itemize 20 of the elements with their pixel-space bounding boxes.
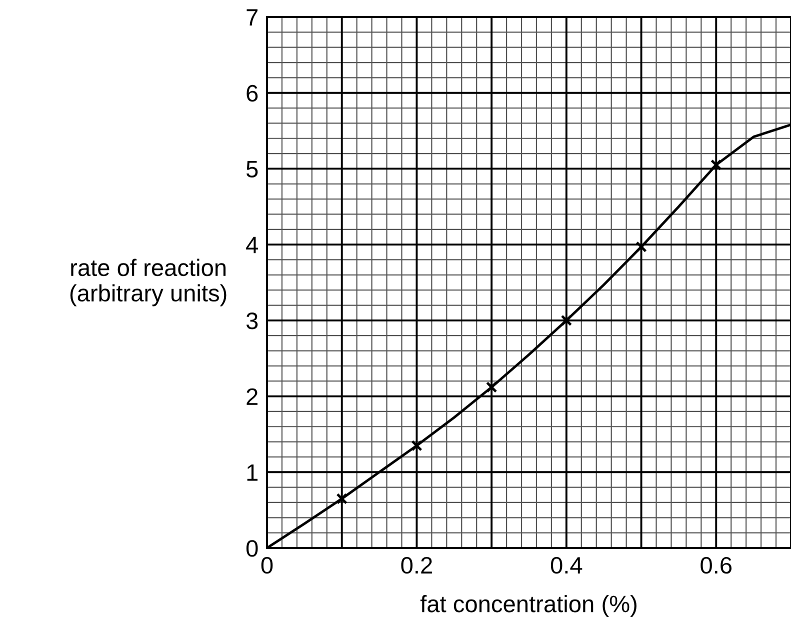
y-axis-title: rate of reaction (arbitrary units): [70, 258, 226, 306]
y-tick-label: 7: [246, 9, 258, 26]
x-tick-label: 0: [261, 556, 273, 574]
y-tick-label: 4: [246, 236, 258, 254]
y-tick-label: 1: [247, 464, 258, 481]
y-tick-label: 5: [246, 161, 258, 178]
point: [411, 440, 422, 452]
x-tick-label: 0.4: [550, 556, 582, 574]
x-axis-title: fat concentration (%): [420, 595, 636, 618]
x-tick-label: 0.2: [401, 556, 432, 574]
x-tick-label: 0.6: [700, 556, 732, 574]
point: [560, 314, 572, 326]
point: [336, 493, 348, 504]
y-tick-label: 6: [246, 84, 258, 102]
y-tick-label: 2: [246, 388, 258, 405]
y-tick-label: 3: [246, 312, 258, 330]
y-tick-label: 0: [246, 540, 258, 557]
point: [486, 382, 498, 393]
point: [710, 159, 722, 171]
point: [636, 241, 647, 252]
